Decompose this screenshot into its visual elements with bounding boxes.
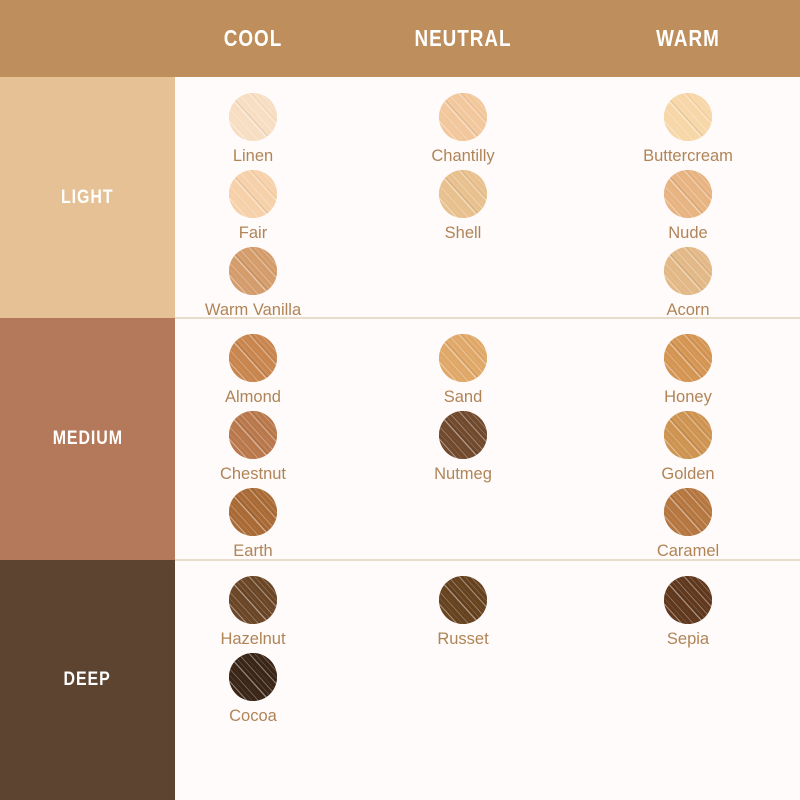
depth-label-medium: MEDIUM xyxy=(52,428,123,449)
shade-swatch-disc[interactable] xyxy=(439,411,487,459)
shade-swatch-disc[interactable] xyxy=(229,576,277,624)
shade-swatch[interactable]: Earth xyxy=(178,488,328,560)
shade-swatch-disc[interactable] xyxy=(439,334,487,382)
shade-swatch-disc[interactable] xyxy=(664,170,712,218)
shade-swatch-label: Buttercream xyxy=(643,147,733,165)
shade-swatch-label: Sand xyxy=(443,388,483,406)
shade-swatch-label: Fair xyxy=(238,224,268,242)
row-divider xyxy=(175,317,800,319)
shade-swatch[interactable]: Acorn xyxy=(613,247,763,319)
shade-swatch-label: Russet xyxy=(437,630,489,648)
shade-swatch-label: Shell xyxy=(444,224,482,242)
shade-swatch-disc[interactable] xyxy=(664,576,712,624)
shade-swatch-label: Chestnut xyxy=(219,465,287,483)
column-header-cool: COOL xyxy=(223,25,283,51)
shade-swatch-disc[interactable] xyxy=(229,411,277,459)
shade-swatch-label: Nutmeg xyxy=(434,465,492,483)
shade-swatch-label: Nude xyxy=(668,224,708,242)
column-header-neutral: NEUTRAL xyxy=(414,25,512,51)
shade-swatch-disc[interactable] xyxy=(439,576,487,624)
shade-swatch-label: Golden xyxy=(661,465,715,483)
shade-swatch[interactable]: Cocoa xyxy=(178,653,328,725)
shade-swatch-label: Caramel xyxy=(656,542,720,560)
shade-swatch-disc[interactable] xyxy=(664,411,712,459)
shade-swatch[interactable]: Fair xyxy=(178,170,328,242)
shade-swatch-label: Chantilly xyxy=(431,147,495,165)
shade-swatch[interactable]: Chantilly xyxy=(388,93,538,165)
shade-swatch-label: Honey xyxy=(664,388,712,406)
shade-swatch[interactable]: Hazelnut xyxy=(178,576,328,648)
shade-swatch[interactable]: Chestnut xyxy=(178,411,328,483)
depth-band-medium[interactable]: MEDIUM xyxy=(0,318,175,560)
shade-swatch[interactable]: Golden xyxy=(613,411,763,483)
shade-swatch-disc[interactable] xyxy=(229,247,277,295)
shade-swatch[interactable]: Almond xyxy=(178,334,328,406)
shade-swatch[interactable]: Honey xyxy=(613,334,763,406)
shade-swatch-disc[interactable] xyxy=(229,653,277,701)
shade-swatch-label: Linen xyxy=(232,147,274,165)
shade-swatch-disc[interactable] xyxy=(664,334,712,382)
shade-swatch-disc[interactable] xyxy=(229,93,277,141)
shade-swatch[interactable]: Nude xyxy=(613,170,763,242)
shade-swatch-label: Cocoa xyxy=(229,707,277,725)
corner-block xyxy=(0,0,175,77)
shade-swatch-label: Earth xyxy=(233,542,273,560)
shade-swatch-label: Acorn xyxy=(666,301,710,319)
column-header-warm: WARM xyxy=(656,25,720,51)
depth-band-light[interactable]: LIGHT xyxy=(0,77,175,318)
shade-swatch-label: Almond xyxy=(225,388,281,406)
shade-swatch[interactable]: Warm Vanilla xyxy=(178,247,328,319)
shade-swatch[interactable]: Sand xyxy=(388,334,538,406)
shade-swatch[interactable]: Linen xyxy=(178,93,328,165)
row-divider xyxy=(175,559,800,561)
shade-swatch-disc[interactable] xyxy=(229,170,277,218)
shade-swatch[interactable]: Shell xyxy=(388,170,538,242)
shade-swatch[interactable]: Russet xyxy=(388,576,538,648)
shade-swatch-disc[interactable] xyxy=(439,170,487,218)
shade-swatch-disc[interactable] xyxy=(229,488,277,536)
shade-swatch[interactable]: Nutmeg xyxy=(388,411,538,483)
shade-swatch-label: Hazelnut xyxy=(220,630,286,648)
shade-swatch[interactable]: Caramel xyxy=(613,488,763,560)
shade-swatch[interactable]: Sepia xyxy=(613,576,763,648)
shade-swatch-disc[interactable] xyxy=(664,488,712,536)
shade-swatch-disc[interactable] xyxy=(439,93,487,141)
shade-swatch-disc[interactable] xyxy=(229,334,277,382)
depth-band-deep[interactable]: DEEP xyxy=(0,560,175,800)
shade-swatch-disc[interactable] xyxy=(664,93,712,141)
shade-swatch[interactable]: Buttercream xyxy=(613,93,763,165)
shade-swatch-label: Warm Vanilla xyxy=(204,301,302,319)
shade-swatch-disc[interactable] xyxy=(664,247,712,295)
depth-label-light: LIGHT xyxy=(61,186,114,208)
shade-swatch-label: Sepia xyxy=(666,630,710,648)
depth-label-deep: DEEP xyxy=(63,669,112,690)
